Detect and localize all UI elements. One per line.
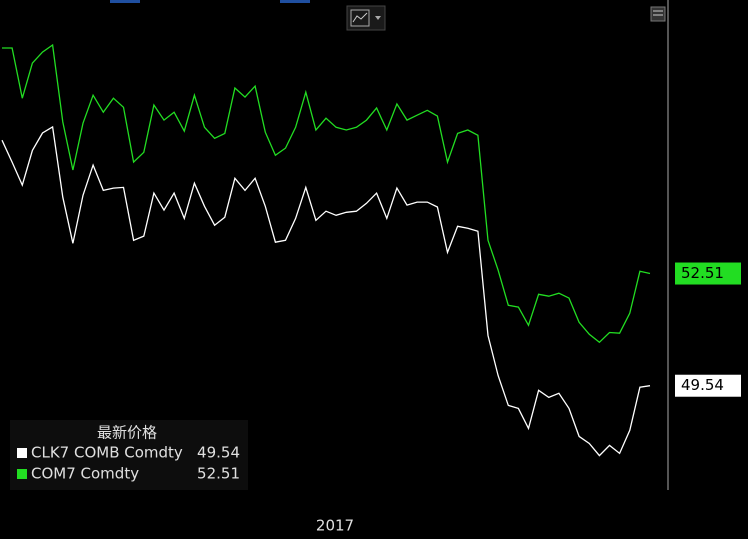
legend-value: 49.54 (197, 444, 240, 462)
tab-marker (110, 0, 140, 3)
legend-box (10, 420, 248, 490)
last-value-tag (675, 262, 741, 285)
legend-swatch (17, 448, 27, 458)
last-value-tags: 49.54 52.51 (675, 262, 741, 397)
button-icon (350, 9, 370, 27)
x-year-label: 2017 (316, 517, 354, 535)
legend-label: COM7 Comdty (31, 465, 139, 483)
legend-swatch (17, 469, 27, 479)
last-value-label: 49.54 (681, 376, 724, 394)
chart-type-button[interactable] (346, 5, 386, 31)
button-frame[interactable] (650, 6, 666, 22)
series-line (2, 43, 651, 344)
settings-button[interactable] (650, 6, 666, 22)
tab-marker (280, 0, 310, 3)
dropdown-arrow (375, 16, 381, 20)
series-line (1, 125, 651, 457)
plot-lines (1, 43, 651, 457)
legend-label: CLK7 COMB Comdty (31, 444, 183, 462)
legend-items: CLK7 COMB Comdty 49.54 COM7 Comdty 52.51 (17, 444, 240, 483)
last-value-tag (675, 374, 741, 397)
legend-title: 最新价格 (97, 424, 157, 442)
last-value-label: 52.51 (681, 264, 724, 282)
legend-value: 52.51 (197, 465, 240, 483)
legend: 最新价格 (10, 420, 248, 490)
button-icon (352, 12, 368, 23)
